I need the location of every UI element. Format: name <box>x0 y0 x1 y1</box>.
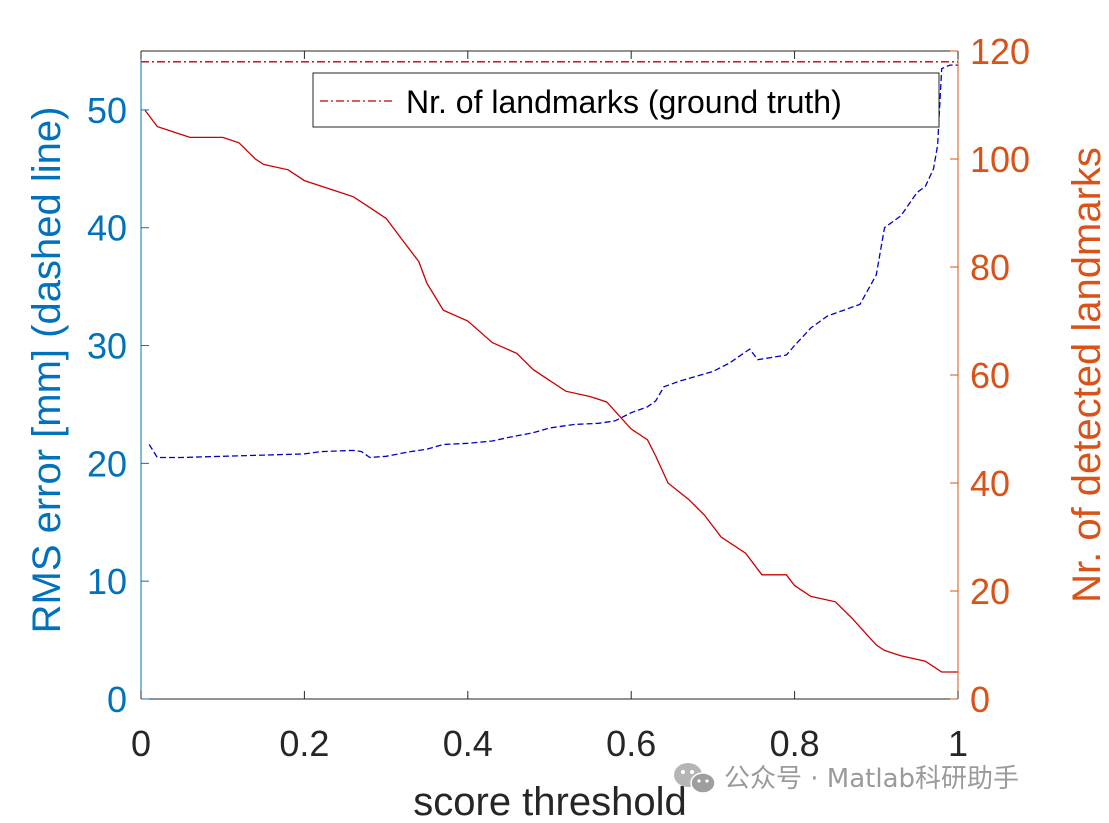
y-right-tick-label: 100 <box>970 139 1030 180</box>
watermark: 公众号 · Matlab科研助手 <box>674 763 1019 794</box>
x-tick-label: 0.2 <box>279 723 329 764</box>
series-layer <box>141 61 958 673</box>
y-right-tick-label: 60 <box>970 355 1010 396</box>
watermark-text: 公众号 · Matlab科研助手 <box>724 764 1019 794</box>
legend-box <box>312 72 940 128</box>
y-left-tick-label: 20 <box>87 443 127 484</box>
y-left-tick-label: 50 <box>87 90 127 131</box>
y-right-tick-label: 20 <box>970 571 1010 612</box>
x-axis-label: score threshold <box>413 780 686 823</box>
y-axis-label-right: Nr. of detected landmarks <box>1065 147 1109 603</box>
legend-label-ground-truth: Nr. of landmarks (ground truth) <box>406 84 842 120</box>
y-left-tick-label: 40 <box>87 208 127 249</box>
series-detected-landmarks <box>144 110 958 673</box>
y-axis-label-left: RMS error [mm] (dashed line) <box>25 107 69 634</box>
y-right-tick-label: 40 <box>970 463 1010 504</box>
x-tick-label: 0.6 <box>606 723 656 764</box>
legend: Nr. of landmarks (ground truth) <box>312 72 940 128</box>
series-rms-error <box>148 64 958 459</box>
y-right-tick-label: 0 <box>970 679 990 720</box>
wechat-icon <box>674 763 716 794</box>
y-right-tick-label: 120 <box>970 31 1030 72</box>
x-tick-label: 1 <box>948 723 968 764</box>
y-left-tick-label: 0 <box>107 679 127 720</box>
y-left-tick-label: 30 <box>87 326 127 367</box>
x-tick-label: 0.8 <box>770 723 820 764</box>
x-tick-label: 0 <box>131 723 151 764</box>
y-right-tick-label: 80 <box>970 247 1010 288</box>
x-tick-label: 0.4 <box>443 723 493 764</box>
y-left-tick-label: 10 <box>87 561 127 602</box>
